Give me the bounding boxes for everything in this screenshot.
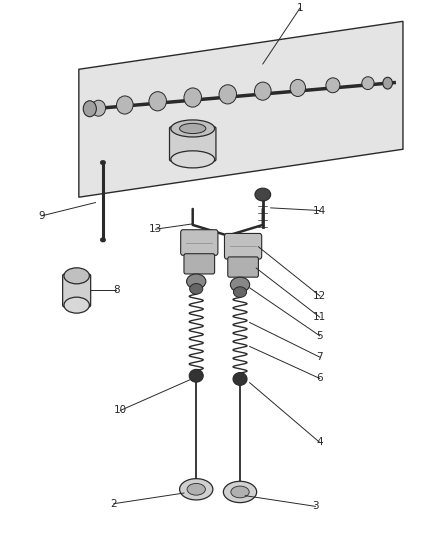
Ellipse shape bbox=[117, 96, 133, 114]
Ellipse shape bbox=[231, 486, 249, 498]
Ellipse shape bbox=[180, 479, 213, 500]
Ellipse shape bbox=[190, 284, 203, 294]
Ellipse shape bbox=[223, 481, 257, 503]
Ellipse shape bbox=[100, 238, 106, 242]
Polygon shape bbox=[79, 21, 403, 197]
FancyBboxPatch shape bbox=[63, 274, 91, 307]
Text: 12: 12 bbox=[313, 291, 326, 301]
Ellipse shape bbox=[362, 77, 374, 90]
Text: 5: 5 bbox=[316, 331, 323, 341]
FancyBboxPatch shape bbox=[225, 233, 262, 259]
Ellipse shape bbox=[233, 373, 247, 385]
Ellipse shape bbox=[92, 100, 106, 116]
Ellipse shape bbox=[64, 297, 89, 313]
Text: 1: 1 bbox=[297, 3, 304, 13]
Ellipse shape bbox=[64, 268, 89, 284]
Ellipse shape bbox=[219, 85, 237, 104]
FancyBboxPatch shape bbox=[180, 230, 218, 255]
Ellipse shape bbox=[83, 101, 96, 117]
Ellipse shape bbox=[171, 120, 215, 137]
Ellipse shape bbox=[187, 483, 205, 495]
Text: 14: 14 bbox=[313, 206, 326, 215]
Text: 11: 11 bbox=[313, 312, 326, 322]
Ellipse shape bbox=[180, 123, 206, 134]
Ellipse shape bbox=[149, 92, 166, 111]
Text: 7: 7 bbox=[316, 352, 323, 362]
Ellipse shape bbox=[326, 78, 340, 93]
Ellipse shape bbox=[233, 287, 247, 297]
Ellipse shape bbox=[230, 277, 250, 292]
Text: 6: 6 bbox=[316, 374, 323, 383]
Text: 4: 4 bbox=[316, 438, 323, 447]
FancyBboxPatch shape bbox=[228, 257, 258, 277]
Text: 13: 13 bbox=[149, 224, 162, 234]
Ellipse shape bbox=[100, 160, 106, 165]
FancyBboxPatch shape bbox=[170, 127, 216, 161]
Text: 2: 2 bbox=[110, 499, 117, 508]
Ellipse shape bbox=[189, 369, 203, 382]
Ellipse shape bbox=[171, 151, 215, 168]
FancyBboxPatch shape bbox=[184, 254, 215, 274]
Text: 3: 3 bbox=[312, 502, 319, 511]
Ellipse shape bbox=[254, 82, 271, 100]
Ellipse shape bbox=[255, 188, 271, 201]
Ellipse shape bbox=[290, 79, 305, 96]
Ellipse shape bbox=[383, 77, 392, 89]
Text: 10: 10 bbox=[114, 406, 127, 415]
Ellipse shape bbox=[187, 274, 206, 289]
Text: 9: 9 bbox=[38, 211, 45, 221]
Text: 8: 8 bbox=[113, 286, 120, 295]
Ellipse shape bbox=[184, 88, 201, 107]
